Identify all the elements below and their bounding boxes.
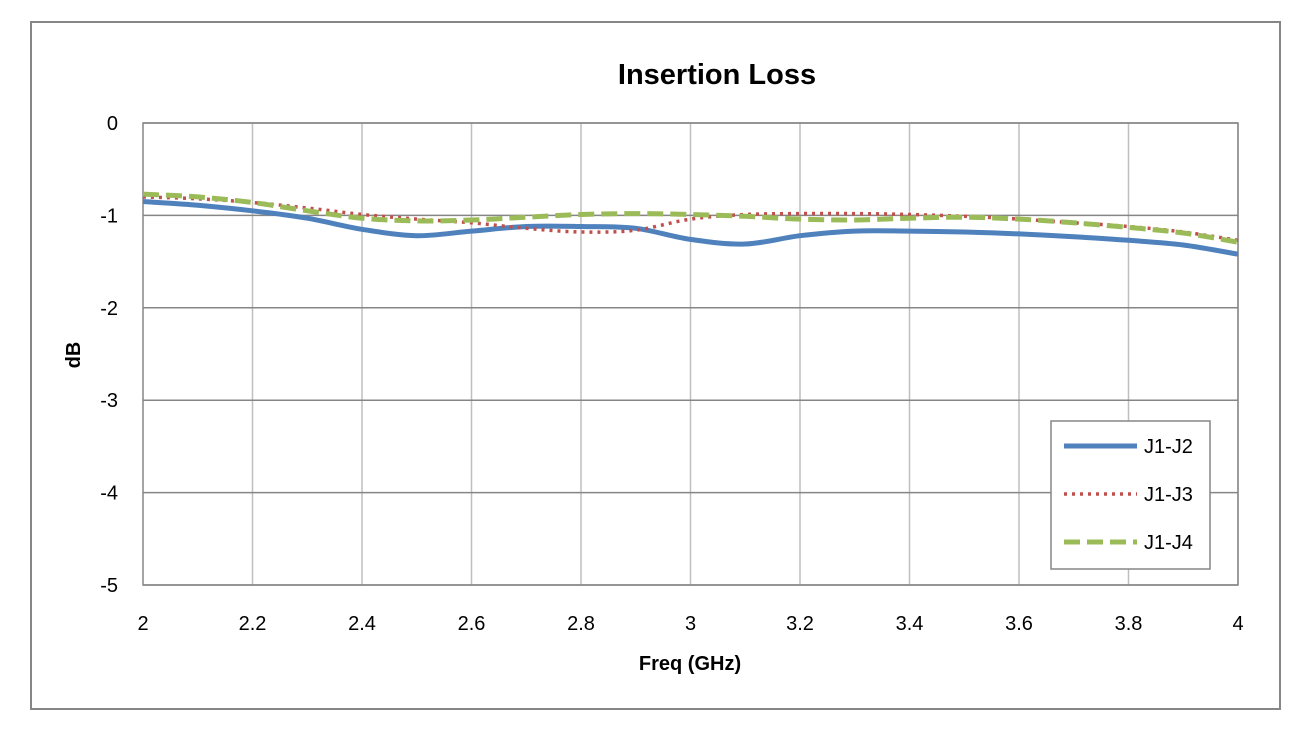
x-tick-label: 2 (137, 613, 148, 635)
y-tick-label: -4 (100, 483, 118, 505)
legend: J1-J2 J1-J3 J1-J4 (1050, 420, 1211, 570)
legend-label-J1-J2: J1-J2 (1144, 436, 1193, 458)
x-tick-label: 3 (685, 613, 696, 635)
x-tick-label: 2.2 (239, 613, 267, 635)
y-tick-label: -3 (100, 390, 118, 412)
x-tick-label: 3.8 (1115, 613, 1143, 635)
y-axis-label: dB (63, 342, 85, 369)
y-tick-label: -1 (100, 205, 118, 227)
y-tick-label: -5 (100, 575, 118, 597)
x-tick-label: 2.8 (567, 613, 595, 635)
x-tick-label: 3.4 (896, 613, 924, 635)
legend-label-J1-J3: J1-J3 (1144, 484, 1193, 506)
x-tick-label: 4 (1232, 613, 1243, 635)
series-line-J1-J2 (142, 199, 1239, 257)
y-tick-label: 0 (107, 113, 118, 135)
series-layer (142, 191, 1239, 257)
x-tick-label: 3.2 (786, 613, 814, 635)
y-tick-labels: 0 -1 -2 -3 -4 -5 (100, 113, 118, 597)
x-tick-label: 2.6 (458, 613, 486, 635)
x-tick-labels: 2 2.2 2.4 2.6 2.8 3 3.2 3.4 3.6 3.8 4 (137, 613, 1243, 635)
x-tick-label: 3.6 (1005, 613, 1033, 635)
legend-label-J1-J4: J1-J4 (1144, 532, 1193, 554)
plot-area-border (142, 122, 1239, 586)
chart-title: Insertion Loss (618, 59, 816, 91)
chart-frame (30, 21, 1281, 710)
y-tick-label: -2 (100, 298, 118, 320)
x-tick-label: 2.4 (348, 613, 376, 635)
x-axis-label: Freq (GHz) (639, 653, 741, 675)
